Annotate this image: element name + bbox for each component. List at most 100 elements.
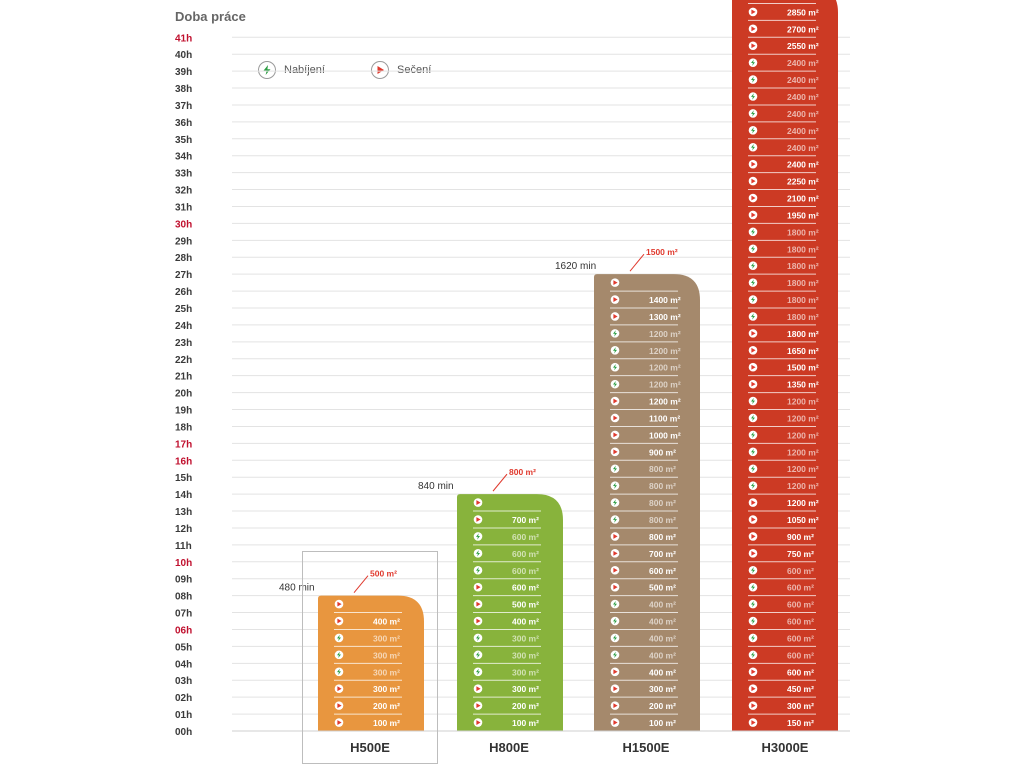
y-tick-label: 03h [175,676,192,687]
segment-area-label: 1650 m² [787,346,819,356]
bar-h800e[interactable]: 100 m² 200 m² 300 m² 300 m² 300 m² 300 m² 400 … [418,467,563,731]
segment-area-label: 2550 m² [787,41,819,51]
y-tick-label: 28h [175,253,192,264]
segment-area-label: 1200 m² [787,447,819,457]
charging-bolt-glyph [613,634,617,642]
charging-bolt-glyph [751,482,755,489]
segment-area-label: 1000 m² [649,430,681,440]
segment-area-label: 2100 m² [787,194,819,204]
segment-area-label: 2400 m² [787,109,819,119]
segment-area-label: 700 m² [649,549,676,559]
segment-area-label: 2700 m² [787,24,819,34]
mowing-play-glyph [751,9,756,15]
mowing-play-glyph [337,686,342,692]
y-tick-label: 41h [175,33,192,44]
charging-bolt-glyph [337,634,341,642]
segment-area-label: 300 m² [512,684,539,694]
segment-area-label: 400 m² [373,617,400,627]
selected-model-frame[interactable] [302,551,438,764]
y-tick-label: 40h [175,50,192,61]
mowing-play-glyph [476,517,481,522]
charging-bolt-glyph [613,364,617,371]
segment-area-label: 400 m² [649,633,676,643]
mowing-play-glyph [751,720,756,725]
bar-h500e[interactable]: 100 m² 200 m² 300 m² 300 m² 300 m² 300 m² 400 … [279,569,424,731]
bar-h1500e[interactable]: 100 m² 200 m² 300 m² 400 m² 400 m² 400 m² 400 … [555,247,700,731]
mowing-play-glyph [613,280,618,286]
segment-area-label: 800 m² [649,481,676,491]
y-tick-label: 01h [175,710,192,721]
model-label-h1500e[interactable]: H1500E [622,740,670,755]
area-pointer [492,473,508,492]
bar-body [732,0,838,731]
y-tick-label: 13h [175,507,192,518]
segment-area-label: 600 m² [787,583,814,593]
charging-bolt-glyph [751,127,755,134]
segment-area-label: 600 m² [512,583,539,593]
y-tick-label: 00h [175,727,192,738]
segment-area-label: 200 m² [373,701,400,711]
mowing-play-glyph [613,550,618,556]
segment-area-label: 100 m² [373,718,400,728]
model-label-h500e[interactable]: H500E [350,740,390,755]
mowing-play-glyph [613,669,618,675]
y-tick-label: 24h [175,321,192,332]
max-area-label: 800 m² [509,467,536,477]
segment-area-label: 1200 m² [649,329,681,339]
y-tick-label: 34h [175,152,192,163]
segment-area-label: 800 m² [649,464,676,474]
charging-bolt-glyph [751,600,755,608]
legend-item-mowing: Sečení [371,61,431,79]
charging-bolt-glyph [613,347,617,354]
mowing-play-glyph [751,195,756,201]
segment-area-label: 750 m² [787,549,814,559]
model-label-h800e[interactable]: H800E [489,740,529,755]
segment-area-label: 500 m² [512,600,539,610]
model-label-h3000e[interactable]: H3000E [761,740,809,755]
y-tick-label: 05h [175,642,192,653]
y-tick-label: 25h [175,304,192,315]
segment-area-label: 600 m² [787,650,814,660]
segment-area-label: 300 m² [649,684,676,694]
segment-area-label: 600 m² [787,633,814,643]
segment-area-label: 400 m² [649,650,676,660]
charging-bolt-glyph [751,583,755,591]
segment-area-label: 2250 m² [787,177,819,187]
charging-bolt-glyph [613,617,617,625]
y-tick-label: 31h [175,202,192,213]
segment-area-label: 1350 m² [787,380,819,390]
segment-area-label: 100 m² [512,718,539,728]
charging-bolt-glyph [337,651,341,659]
mowing-play-glyph [751,517,756,522]
charging-bolt-glyph [613,516,617,523]
segment-area-label: 300 m² [373,667,400,677]
legend-label-mowing: Sečení [397,64,432,76]
segment-area-label: 800 m² [649,532,676,542]
y-tick-label: 21h [175,372,192,383]
segment-area-label: 450 m² [787,684,814,694]
bar-h3000e[interactable]: 150 m² 300 m² 450 m² 600 m² 600 m² 600 m² 600 … [693,0,838,731]
segment-area-label: 2400 m² [787,58,819,68]
charging-bolt-glyph [751,414,755,422]
mowing-play-glyph [337,720,342,725]
segment-area-label: 400 m² [649,667,676,677]
mowing-play-glyph [751,381,756,387]
charging-bolt-glyph [613,600,617,608]
mowing-play-glyph [337,601,342,607]
segment-area-label: 600 m² [787,667,814,677]
segment-area-label: 1800 m² [787,278,819,288]
charging-bolt-glyph [751,279,755,286]
segment-area-label: 800 m² [649,515,676,525]
segment-area-label: 1200 m² [649,346,681,356]
mowing-play-icon [371,61,389,79]
area-pointer [629,253,645,272]
mowing-play-glyph [751,161,756,167]
y-tick-label: 20h [175,389,192,400]
total-minutes-label: 1620 min [555,261,596,272]
segment-area-label: 1800 m² [787,244,819,254]
mowing-play-glyph [613,398,618,404]
y-tick-label: 06h [175,625,192,636]
charging-bolt-glyph [751,431,755,439]
mowing-play-glyph [751,364,756,370]
